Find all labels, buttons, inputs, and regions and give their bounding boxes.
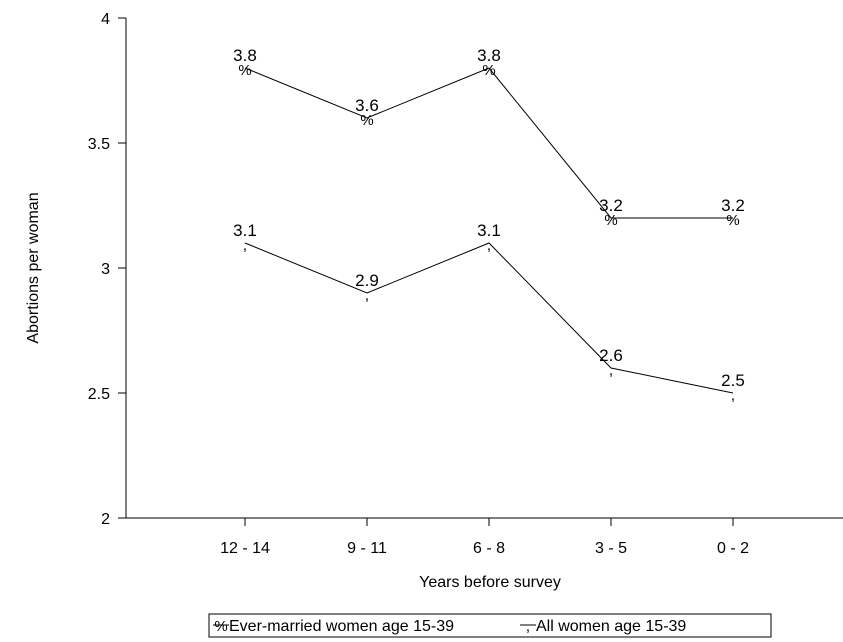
data-point-marker: % [360, 112, 373, 129]
data-label: 3.2 [721, 196, 745, 215]
data-point-marker: , [365, 287, 369, 304]
legend-marker: % [214, 618, 227, 635]
data-label: 3.1 [477, 221, 501, 240]
legend-marker: , [526, 618, 530, 635]
series-layer: %3.8%3.6%3.8%3.2%3.2,3.1,2.9,3.1,2.6,2.5 [233, 46, 745, 404]
legend-items: % Ever-married women age 15-39, All women … [213, 618, 686, 635]
x-tick-label: 12 - 14 [220, 540, 270, 557]
data-label: 3.2 [599, 196, 623, 215]
data-label: 2.6 [599, 346, 623, 365]
series-1: %3.8%3.6%3.8%3.2%3.2 [233, 46, 745, 229]
y-axis-title: Abortions per woman [25, 192, 42, 343]
data-label: 3.6 [355, 96, 379, 115]
x-tick-label: 0 - 2 [717, 540, 749, 557]
data-point-marker: , [731, 387, 735, 404]
legend: % Ever-married women age 15-39, All women … [208, 613, 772, 638]
data-point-marker: % [604, 212, 617, 229]
series-line [244, 67, 733, 219]
legend-item-2: , All women age 15-39 [520, 618, 686, 635]
data-label: 3.8 [477, 46, 501, 65]
y-tick-label: 2.5 [88, 386, 110, 403]
x-axis-title: Years before survey [419, 574, 561, 591]
x-tick-label: 6 - 8 [473, 540, 505, 557]
y-tick-label: 4 [101, 11, 110, 28]
x-tick-label: 9 - 11 [347, 540, 387, 557]
data-label: 2.5 [721, 371, 745, 390]
y-tick-label: 3.5 [88, 136, 110, 153]
x-tick-label: 3 - 5 [595, 540, 627, 557]
y-tick-label: 2 [101, 511, 110, 528]
data-point-marker: % [726, 212, 739, 229]
data-label: 3.1 [233, 221, 257, 240]
data-point-marker: , [243, 237, 247, 254]
data-point-marker: , [609, 362, 613, 379]
legend-label: Ever-married women age 15-39 [229, 618, 454, 635]
series-2: ,3.1,2.9,3.1,2.6,2.5 [233, 221, 745, 404]
legend-item-1: % Ever-married women age 15-39 [213, 618, 454, 635]
data-label: 2.9 [355, 271, 379, 290]
data-point-marker: % [482, 62, 495, 79]
legend-label: All women age 15-39 [536, 618, 686, 635]
data-point-marker: % [238, 62, 251, 79]
x-axis: 12 - 14 9 - 11 6 - 8 3 - 5 0 - 2 [126, 517, 843, 557]
data-point-marker: , [487, 237, 491, 254]
data-label: 3.8 [233, 46, 257, 65]
y-tick-label: 3 [101, 261, 110, 278]
series-line [244, 242, 734, 394]
legend-box [208, 613, 772, 638]
y-axis: 2 2.5 3 3.5 4 [88, 11, 127, 528]
